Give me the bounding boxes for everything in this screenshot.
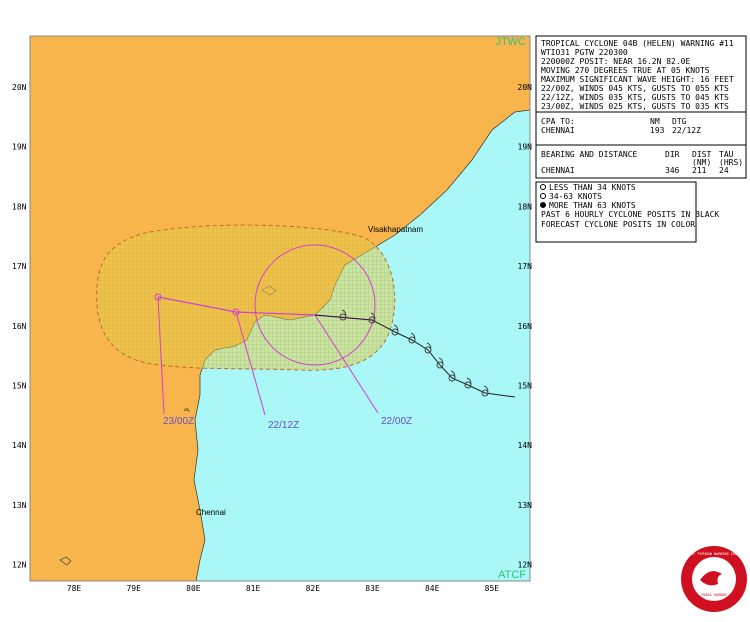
leader [235,311,266,416]
bearing-header: DIST [692,150,711,159]
warning-line: WTIO31 PGTW 220300 [541,48,628,57]
storm-symbol [436,357,444,369]
bearing-header: DIR [665,150,680,159]
bearing-subheader: (NM) [692,158,711,167]
warning-line: MOVING 270 DEGREES TRUE AT 05 KNOTS [541,66,710,75]
lon-label: 79E [126,584,141,593]
lat-label: 18N [518,202,533,211]
past-track [314,314,516,398]
forecast-posit [154,293,162,301]
warning-text: TROPICAL CYCLONE 04B (HELEN) WARNING #11… [541,39,743,175]
lon-label: 83E [365,584,380,593]
lat-label: 12N [518,561,533,570]
lon-label: 85E [485,584,500,593]
place-label: Chennai [196,508,226,517]
lat-label: 20N [518,83,533,92]
warning-line: 220000Z POSIT: NEAR 16.2N 82.0E [541,57,690,66]
legend-item: 34-63 KNOTS [549,192,602,201]
bearing-header: BEARING AND DISTANCE [541,150,638,159]
lat-label: 15N [12,382,27,391]
warning-line: 23/00Z, WINDS 025 KTS, GUSTS TO 035 KTS [541,102,729,111]
bearing-value: 24 [719,166,729,175]
lat-label: 20N [12,83,27,92]
logo-mark [700,571,722,586]
lat-label: 13N [518,501,533,510]
danger-area-fill [96,225,395,371]
forecast-posit [232,308,240,316]
cpa-value: 193 [650,126,665,135]
bearing-value: 211 [692,166,707,175]
storm-symbols [339,309,489,397]
legend-item: MORE THAN 63 KNOTS [549,201,636,210]
forecast-label: 22/12Z [268,420,299,431]
lat-label: 19N [12,143,27,152]
logo: JOINT TYPHOON WARNING CENTER PEARL HARBO… [681,546,747,612]
lat-label: 14N [12,441,27,450]
warning-line: MAXIMUM SIGNIFICANT WAVE HEIGHT: 16 FEET [541,75,734,84]
lon-label: 81E [246,584,261,593]
logo-text: PEARL HARBOR [701,593,727,597]
lat-label: 16N [12,322,27,331]
lat-label: 16N [518,322,533,331]
legend-symbol [540,184,546,190]
lat-label: 14N [518,441,533,450]
lon-label: 82E [306,584,321,593]
wind-radius [254,244,376,366]
bearing-value: 346 [665,166,680,175]
lat-label: 18N [12,202,27,211]
cpa-value: 22/12Z [672,126,701,135]
storm-symbol [368,312,376,324]
danger-area [96,224,396,371]
lon-label: 80E [186,584,201,593]
legend-item: LESS THAN 34 KNOTS [549,183,636,192]
forecast-label: 23/00Z [163,416,194,427]
lat-label: 19N [518,143,533,152]
storm-symbol [424,342,432,354]
lat-labels: 20N 20N 19N 19N 18N 18N 17N 17N 16N 16N 15N 15N 14N 1… [12,83,532,570]
storm-symbol [339,309,347,321]
bearing-subheader: (HRS) [719,158,743,167]
forecast-label: 22/00Z [381,416,412,427]
cpa-header: NM [650,117,660,126]
lon-label: 84E [425,584,440,593]
cpa-header: DTG [672,117,687,126]
lat-label: 12N [12,561,27,570]
storm-symbol [481,385,489,397]
leader [157,296,165,415]
legend-symbol [540,193,546,199]
lon-label: 78E [67,584,82,593]
atcf-label: ATCF [498,569,526,581]
lat-label: 17N [518,262,533,271]
cpa-value: CHENNAI [541,126,575,135]
warning-line: 22/00Z, WINDS 045 KTS, GUSTS TO 055 KTS [541,84,729,93]
bearing-header: TAU [719,150,734,159]
leader [314,314,379,414]
jtwc-label: JTWC [495,36,526,48]
lat-label: 17N [12,262,27,271]
legend-note: FORECAST CYCLONE POSITS IN COLOR [541,220,695,229]
warning-box [535,35,747,179]
warning-line: TROPICAL CYCLONE 04B (HELEN) WARNING #11 [541,39,734,48]
storm-symbol [464,377,472,389]
lat-label: 13N [12,501,27,510]
logo-text: JOINT TYPHOON WARNING CENTER [684,552,744,556]
cpa-header: CPA TO: [541,117,575,126]
lat-label: 15N [518,382,533,391]
warning-line: 22/12Z, WINDS 035 KTS, GUSTS TO 045 KTS [541,93,729,102]
storm-symbol [408,332,416,344]
legend-note: PAST 6 HOURLY CYCLONE POSITS IN BLACK [541,210,719,219]
map-frame [29,35,531,582]
lon-labels: 78E 79E 80E 81E 82E 83E 84E 85E [67,584,500,593]
legend-symbol [540,202,546,208]
place-label: Visakhapatnam [368,225,423,234]
bearing-value: CHENNAI [541,166,575,175]
storm-symbol [448,370,456,382]
storm-symbol [391,324,399,336]
legend-box [535,181,697,243]
